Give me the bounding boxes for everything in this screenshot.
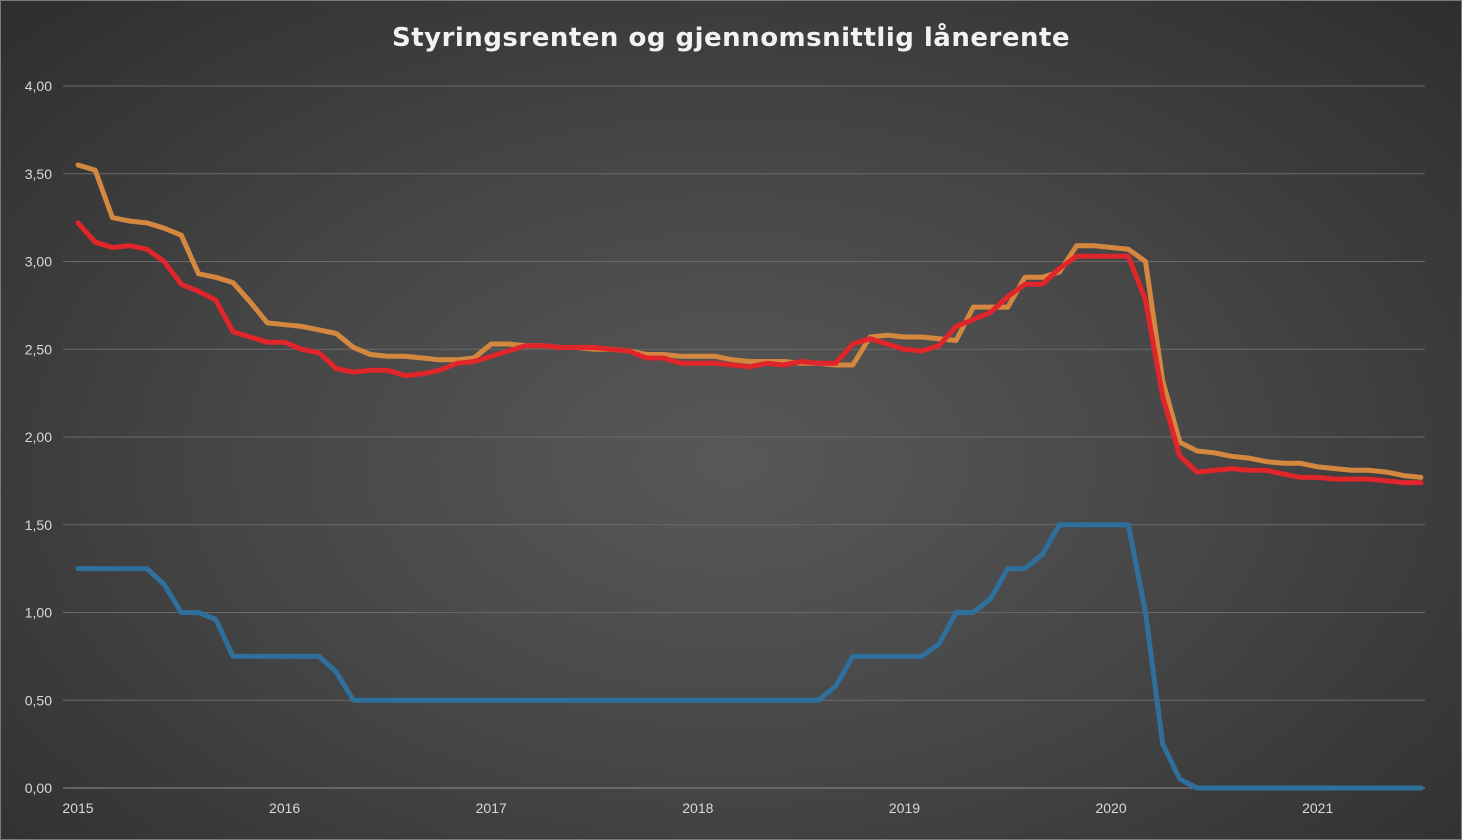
x-tick-label: 2016: [269, 800, 300, 816]
series-line-1: [75, 162, 1424, 480]
x-tick-label: 2020: [1095, 800, 1126, 816]
y-axis-ticks: 0,00 0,50 1,00 1,50 2,00 2,50 3,00 3,50 4,00: [25, 78, 52, 796]
y-tick-label: 1,00: [25, 605, 52, 621]
x-tick-label: 2015: [62, 800, 93, 816]
y-tick-label: 2,00: [25, 429, 52, 445]
x-tick-label: 2017: [476, 800, 507, 816]
y-tick-label: 3,00: [25, 254, 52, 270]
chart-title: Styringsrenten og gjennomsnittlig lånere…: [391, 23, 1071, 53]
y-tick-label: 1,50: [25, 517, 52, 533]
y-tick-label: 3,50: [25, 166, 52, 182]
x-tick-label: 2018: [682, 800, 713, 816]
x-tick-label: 2019: [889, 800, 920, 816]
y-tick-label: 2,50: [25, 341, 52, 357]
y-tick-label: 4,00: [25, 78, 52, 94]
y-tick-label: 0,00: [25, 780, 52, 796]
series-lines: [75, 162, 1424, 791]
gridlines: [63, 85, 1425, 789]
x-tick-label: 2021: [1302, 800, 1333, 816]
y-tick-label: 0,50: [25, 692, 52, 708]
series-line-3: [75, 522, 1424, 791]
x-axis-ticks: 2015 2016 2017 2018 2019 2020 2021: [62, 800, 1333, 816]
series-line-2: [75, 220, 1424, 486]
